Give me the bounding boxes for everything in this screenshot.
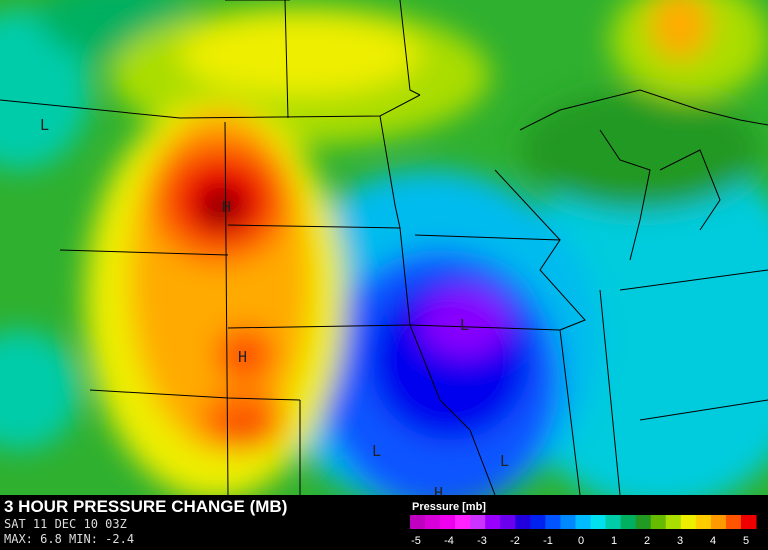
contour bbox=[215, 327, 275, 383]
legend-swatch bbox=[425, 515, 441, 529]
legend-tick-label: -1 bbox=[543, 535, 553, 547]
legend-swatch bbox=[590, 515, 607, 529]
border bbox=[59, 0, 411, 495]
pressure-center-label: H bbox=[238, 348, 247, 366]
contour bbox=[231, 420, 255, 440]
border bbox=[0, 94, 421, 119]
border bbox=[559, 269, 768, 495]
field-contours bbox=[0, 0, 768, 495]
legend-tick-label: -5 bbox=[411, 535, 421, 547]
legend-swatch bbox=[545, 515, 561, 529]
legend-swatch bbox=[680, 515, 697, 529]
pressure-center-label: L bbox=[40, 116, 49, 134]
legend-swatch bbox=[635, 515, 652, 529]
legend-swatch bbox=[500, 515, 516, 529]
contour bbox=[200, 187, 244, 227]
legend-swatch bbox=[695, 515, 712, 529]
pressure-center-label: L bbox=[460, 316, 469, 334]
contour bbox=[0, 330, 80, 450]
contour bbox=[420, 287, 510, 357]
pressure-center-label: L bbox=[372, 442, 381, 460]
legend-swatch bbox=[665, 515, 682, 529]
legend-swatch bbox=[710, 515, 727, 529]
legend-swatch bbox=[575, 515, 592, 529]
border bbox=[519, 89, 768, 261]
contour bbox=[180, 15, 420, 95]
legend-swatch bbox=[485, 515, 501, 529]
legend-tick-label: 1 bbox=[611, 535, 617, 547]
legend-tick-label: -2 bbox=[510, 535, 520, 547]
pressure-center-label: H bbox=[222, 198, 231, 216]
contour bbox=[650, 0, 710, 60]
contour bbox=[520, 90, 760, 210]
legend-tick-label: -4 bbox=[444, 535, 454, 547]
pressure-field: L H H L L L H bbox=[0, 0, 768, 502]
legend-tick-label: -3 bbox=[477, 535, 487, 547]
pressure-center-label: H bbox=[434, 484, 443, 502]
legend-swatch bbox=[620, 515, 637, 529]
legend-swatch bbox=[740, 515, 757, 529]
field-stats: MAX: 6.8 MIN: -2.4 bbox=[4, 532, 134, 546]
legend-swatch bbox=[650, 515, 667, 529]
legend-title: Pressure [mb] bbox=[412, 501, 486, 513]
state-borders bbox=[0, 0, 768, 495]
map-title: 3 HOUR PRESSURE CHANGE (MB) bbox=[4, 497, 287, 516]
legend-swatch bbox=[605, 515, 622, 529]
legend-swatch bbox=[560, 515, 576, 529]
legend-tick-label: 0 bbox=[578, 535, 584, 547]
legend-tick-label: 4 bbox=[710, 535, 716, 547]
color-legend: -5 -4 -3 -2 -1 0 1 2 3 4 5 bbox=[410, 515, 757, 547]
border bbox=[409, 169, 586, 331]
legend-swatch bbox=[410, 515, 426, 529]
legend-tick-label: 5 bbox=[743, 535, 749, 547]
legend-swatch bbox=[455, 515, 471, 529]
legend-swatch bbox=[530, 515, 546, 529]
valid-time: SAT 11 DEC 10 03Z bbox=[4, 517, 127, 531]
pressure-centers: L H H L L L H bbox=[40, 116, 509, 502]
legend-swatch bbox=[470, 515, 486, 529]
legend-swatch bbox=[725, 515, 742, 529]
pressure-center-label: L bbox=[500, 452, 509, 470]
legend-swatch bbox=[515, 515, 531, 529]
legend-tick-label: 3 bbox=[677, 535, 683, 547]
legend-tick-label: 2 bbox=[644, 535, 650, 547]
legend-swatch bbox=[440, 515, 456, 529]
